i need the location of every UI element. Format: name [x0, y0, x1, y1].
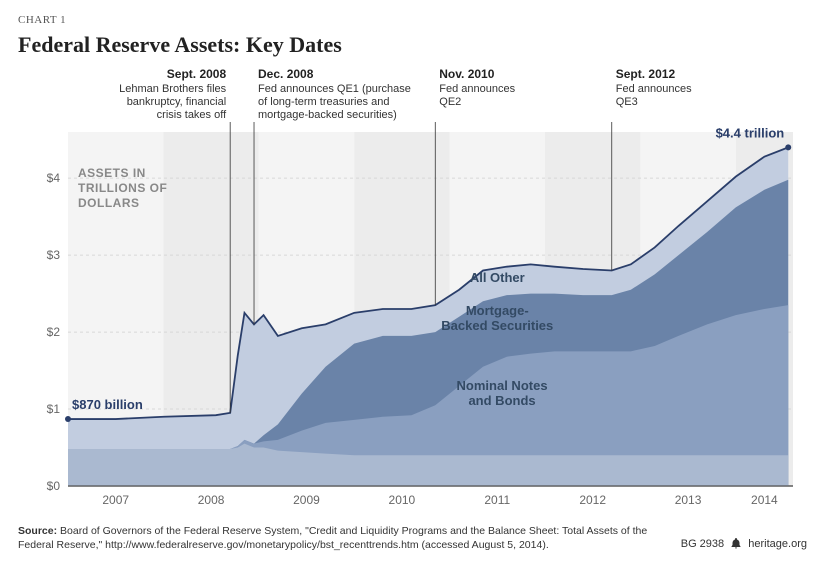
callout-body: bankruptcy, financial	[127, 96, 226, 108]
callout-body: crisis takes off	[157, 109, 227, 121]
chart-label: CHART 1	[18, 14, 807, 26]
callout-body: mortgage-backed securities)	[258, 109, 397, 121]
callout-body: QE3	[616, 96, 638, 108]
y-tick-label: $4	[47, 171, 61, 185]
y-tick-label: $0	[47, 479, 61, 493]
end-dot	[785, 144, 791, 150]
source-text: Source: Board of Governors of the Federa…	[18, 524, 658, 552]
callout-head: Nov. 2010	[439, 67, 494, 81]
x-tick-label: 2008	[198, 493, 225, 507]
series-label: All Other	[470, 270, 525, 285]
callout-body: Fed announces	[616, 83, 692, 95]
x-tick-label: 2007	[102, 493, 129, 507]
x-tick-label: 2013	[675, 493, 702, 507]
series-label: Nominal Notes	[457, 378, 548, 393]
callout-body: Lehman Brothers files	[119, 83, 226, 95]
chart-svg: $0 $1 $2 $3 $4 2007 2008 2009 2010 2011 2012 2013 20…	[18, 66, 807, 516]
x-tick-label: 2014	[751, 493, 778, 507]
footer-code: BG 2938	[681, 538, 724, 550]
start-value-label: $870 billion	[72, 397, 143, 412]
footer-right: BG 2938 heritage.org	[681, 537, 807, 550]
callout-head: Dec. 2008	[258, 67, 314, 81]
series-label: Mortgage-	[466, 303, 529, 318]
y-unit-label: ASSETS IN	[78, 166, 146, 180]
bell-icon	[730, 537, 742, 549]
callout-head: Sept. 2008	[167, 67, 227, 81]
x-tick-label: 2009	[293, 493, 320, 507]
x-tick-label: 2012	[579, 493, 606, 507]
callout-body: Fed announces QE1 (purchase	[258, 83, 411, 95]
chart-title: Federal Reserve Assets: Key Dates	[18, 32, 807, 58]
y-unit-label: DOLLARS	[78, 196, 140, 210]
plot-area: $0 $1 $2 $3 $4 2007 2008 2009 2010 2011 2012 2013 20…	[18, 66, 807, 516]
end-value-label: $4.4 trillion	[716, 125, 785, 140]
start-dot	[65, 416, 71, 422]
y-tick-label: $1	[47, 402, 61, 416]
callout-head: Sept. 2012	[616, 67, 676, 81]
callout-body: QE2	[439, 96, 461, 108]
x-tick-label: 2010	[389, 493, 416, 507]
footer-site: heritage.org	[748, 538, 807, 550]
series-label: and Bonds	[468, 393, 535, 408]
y-tick-label: $2	[47, 325, 61, 339]
y-unit-label: TRILLIONS OF	[78, 181, 167, 195]
series-label: Backed Securities	[441, 318, 553, 333]
x-tick-label: 2011	[484, 493, 510, 507]
callout-body: of long-term treasuries and	[258, 96, 389, 108]
y-tick-label: $3	[47, 248, 61, 262]
callout-body: Fed announces	[439, 83, 515, 95]
